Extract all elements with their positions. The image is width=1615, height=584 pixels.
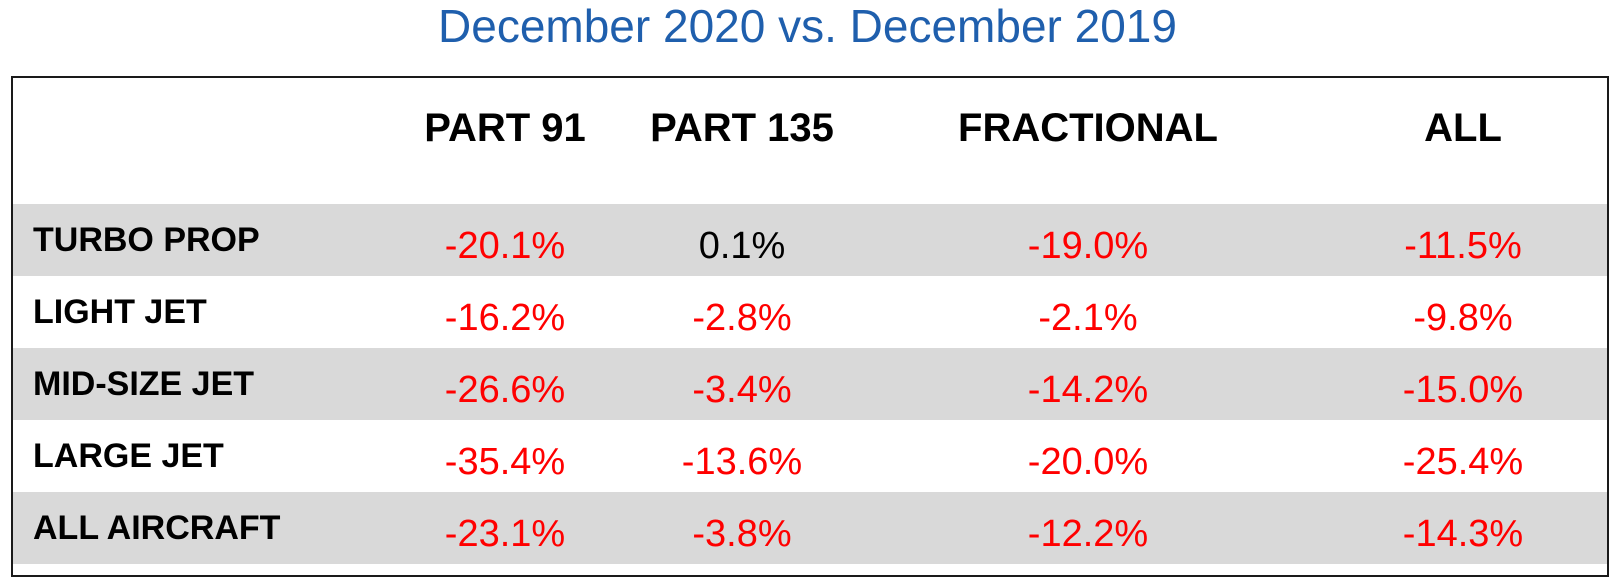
table-cell: -2.8% [692,297,792,339]
table-header: PART 91 PART 135 FRACTIONAL ALL [13,78,1607,210]
column-header-fractional: FRACTIONAL [958,106,1218,150]
table-cell: -9.8% [1413,297,1513,339]
table-row-light-jet: LIGHT JET -16.2% -2.8% -2.1% -9.8% [13,276,1607,348]
table-row-all-aircraft: ALL AIRCRAFT -23.1% -3.8% -12.2% -14.3% [13,492,1607,564]
table-row-large-jet: LARGE JET -35.4% -13.6% -20.0% -25.4% [13,420,1607,492]
table-row-mid-size-jet: MID-SIZE JET -26.6% -3.4% -14.2% -15.0% [13,348,1607,420]
table-cell: -20.1% [444,225,566,267]
column-header-part-135: PART 135 [650,106,834,150]
table-cell: -23.1% [444,513,566,555]
table-cell: -14.2% [1027,369,1149,411]
comparison-table: PART 91 PART 135 FRACTIONAL ALL TURBO PR… [11,76,1609,577]
row-label-mid-size-jet: MID-SIZE JET [33,365,255,403]
table-cell: -16.2% [444,297,566,339]
row-label-all-aircraft: ALL AIRCRAFT [33,509,281,547]
column-header-part-91: PART 91 [424,106,586,150]
table-cell: -14.3% [1402,513,1524,555]
table-cell: -15.0% [1402,369,1524,411]
table-cell: -35.4% [444,441,566,483]
table-cell: -3.8% [692,513,792,555]
table-cell: -3.4% [692,369,792,411]
table-cell: -12.2% [1027,513,1149,555]
table-cell: -20.0% [1027,441,1149,483]
table-row-turbo-prop: TURBO PROP -20.1% 0.1% -19.0% -11.5% [13,204,1607,276]
table-cell: 0.1% [698,225,786,267]
row-label-turbo-prop: TURBO PROP [33,221,260,259]
table-cell: -19.0% [1027,225,1149,267]
table-cell: -2.1% [1038,297,1138,339]
page-title: December 2020 vs. December 2019 [438,0,1177,52]
table-cell: -25.4% [1402,441,1524,483]
table-cell: -11.5% [1404,225,1522,267]
table-cell: -13.6% [681,441,803,483]
table-cell: -26.6% [444,369,566,411]
row-label-light-jet: LIGHT JET [33,293,207,331]
row-label-large-jet: LARGE JET [33,437,224,475]
column-header-all: ALL [1424,106,1502,150]
